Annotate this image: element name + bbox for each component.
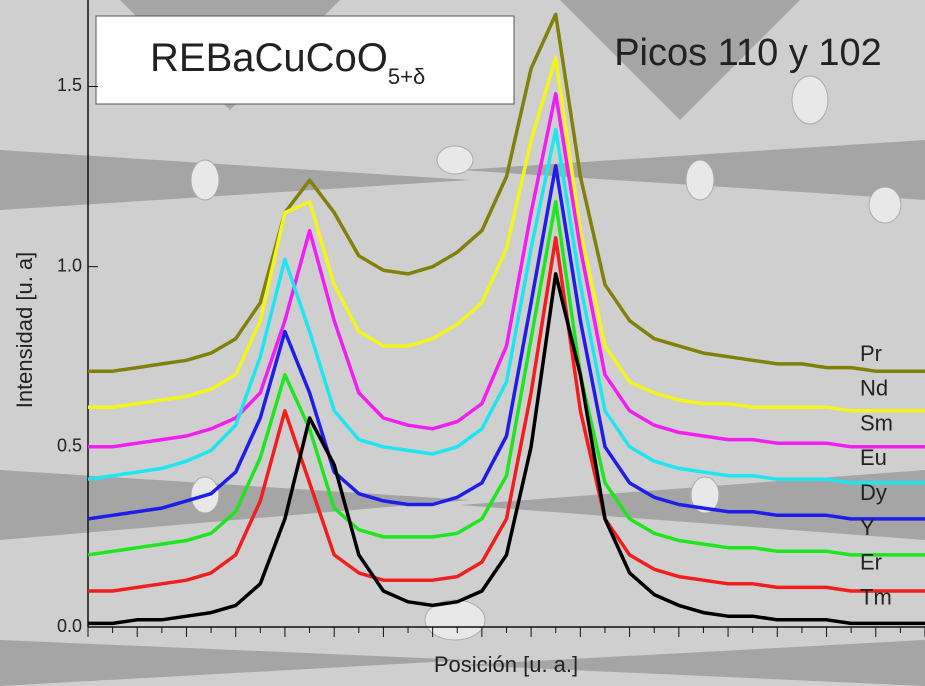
y-tick-label: 0.0 [57,616,82,636]
y-axis-label: Intensidad [u. a] [12,252,37,409]
title-box [95,15,515,105]
chart-subtitle: Picos 110 y 102 [614,32,882,74]
series-line [88,55,925,413]
title-base: REBaCuCoO [150,36,388,80]
series-line [87,200,925,557]
series-line [88,91,925,449]
y-tick-label: 1.5 [57,75,82,95]
x-axis-label: Posición [u. a.] [434,652,578,677]
series-line [88,236,925,593]
chart-title: REBaCuCoO5+δ [150,36,425,89]
series-line [87,164,925,521]
series-line [88,12,925,373]
legend-label: Eu [860,445,887,470]
legend-label: Tm [860,584,892,609]
y-tick-label: 0.5 [57,436,82,456]
legend-label: Pr [860,341,882,366]
legend-label: Er [860,550,882,575]
title-subscript: 5+δ [388,64,425,89]
legend-label: Sm [860,410,893,435]
legend-label: Nd [860,376,888,401]
background-spheres [190,75,902,641]
series-line [87,127,925,485]
y-tick-label: 1.0 [57,255,82,275]
legend-label: Dy [860,480,887,505]
legend-label: Y [860,515,875,540]
series-line [88,272,925,626]
